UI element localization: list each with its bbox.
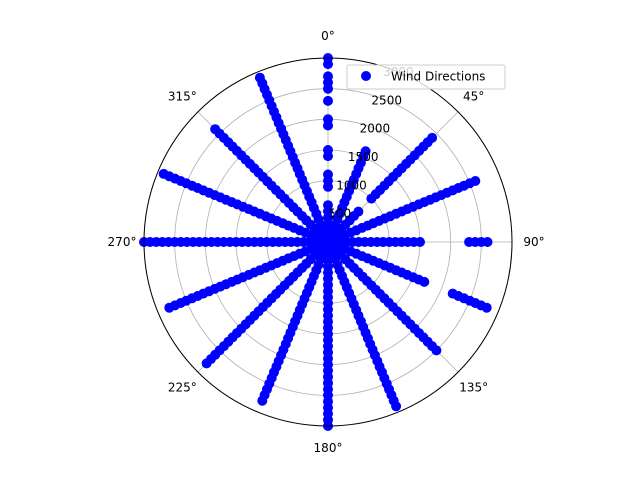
data-point: [323, 71, 333, 82]
data-point: [323, 114, 333, 125]
data-point: [257, 395, 268, 406]
data-point: [323, 95, 333, 106]
data-point: [210, 124, 221, 135]
data-point: [254, 72, 265, 83]
data-point: [427, 132, 438, 143]
data-point: [419, 276, 430, 287]
data-point: [431, 345, 442, 356]
data-point: [391, 401, 402, 412]
data-point: [360, 146, 371, 157]
angular-tick-label: 135°: [459, 381, 488, 395]
radial-tick-label: 1500: [348, 150, 379, 164]
legend-box: [346, 64, 506, 90]
data-point: [323, 169, 333, 180]
radial-tick-label: 2500: [371, 93, 402, 107]
data-point: [415, 237, 425, 247]
angular-tick-labels: 0° 45° 90° 135° 180° 225° 270° 315°: [108, 29, 545, 455]
legend-label: Wind Directions: [391, 70, 485, 84]
data-point: [482, 237, 493, 247]
radial-tick-label: 500: [328, 207, 351, 221]
data-point: [158, 168, 169, 179]
data-point: [481, 302, 492, 313]
legend: Wind Directions: [346, 64, 506, 90]
data-point: [201, 358, 212, 369]
angular-tick-label: 0°: [321, 29, 335, 43]
data-point: [323, 145, 333, 155]
data-point: [470, 176, 481, 186]
data-point: [164, 302, 175, 313]
angular-tick-label: 225°: [168, 381, 197, 395]
angular-tick-label: 90°: [523, 235, 544, 249]
legend-marker: [361, 71, 371, 81]
scatter-points: [139, 53, 493, 431]
angular-tick-label: 270°: [108, 235, 137, 249]
data-point: [353, 206, 364, 217]
angular-tick-label: 180°: [314, 441, 343, 455]
angular-tick-label: 315°: [168, 89, 197, 103]
radial-tick-label: 1000: [336, 178, 367, 192]
radial-tick-label: 2000: [360, 122, 391, 136]
data-point: [323, 200, 333, 211]
polar-axes-frame: [143, 57, 513, 427]
angular-tick-label: 45°: [463, 89, 484, 103]
